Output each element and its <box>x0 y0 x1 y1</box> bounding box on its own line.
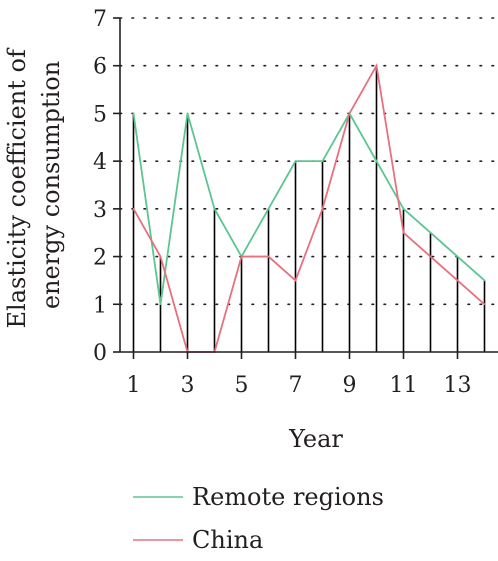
data-point-remote-regions-4 <box>213 207 216 210</box>
data-point-remote-regions-8 <box>321 160 324 163</box>
y-axis-label-line-1: Elasticity coefficient of <box>3 47 31 328</box>
x-tick-label-7: 7 <box>289 373 303 398</box>
y-tick-label-7: 7 <box>93 7 107 32</box>
data-point-china-2 <box>159 255 162 258</box>
data-point-china-8 <box>321 207 324 210</box>
y-tick-label-1: 1 <box>93 293 107 318</box>
y-axis-label-line-2: energy consumption <box>37 61 65 309</box>
data-point-remote-regions-7 <box>294 160 297 163</box>
x-tick-label-1: 1 <box>127 373 141 398</box>
data-point-china-6 <box>267 255 270 258</box>
y-axis-label: Elasticity coefficient of energy consump… <box>3 42 65 329</box>
stem-lines <box>132 65 486 352</box>
data-point-china-13 <box>456 279 459 282</box>
legend-label-remote-regions: Remote regions <box>192 483 384 511</box>
x-axis-label: Year <box>288 425 343 453</box>
x-tick-label-13: 13 <box>444 373 472 398</box>
data-point-china-7 <box>294 279 297 282</box>
data-point-remote-regions-1 <box>132 112 135 115</box>
data-point-china-11 <box>402 231 405 234</box>
legend-item-remote-regions: Remote regions <box>133 483 384 511</box>
data-point-remote-regions-11 <box>402 207 405 210</box>
data-point-remote-regions-13 <box>456 255 459 258</box>
data-point-remote-regions-10 <box>375 160 378 163</box>
x-tick-label-5: 5 <box>235 373 249 398</box>
axes <box>113 17 498 359</box>
data-point-china-5 <box>240 255 243 258</box>
data-point-remote-regions-6 <box>267 207 270 210</box>
legend-label-china: China <box>192 526 263 554</box>
legend-item-china: China <box>133 526 263 554</box>
y-tick-label-4: 4 <box>93 150 107 175</box>
y-tick-label-0: 0 <box>93 341 107 366</box>
legend: Remote regions China <box>133 483 384 554</box>
data-point-remote-regions-3 <box>186 112 189 115</box>
data-point-china-12 <box>429 255 432 258</box>
data-point-china-9 <box>348 112 351 115</box>
x-tick-label-9: 9 <box>343 373 357 398</box>
x-tick-label-11: 11 <box>390 373 418 398</box>
series-line-remote-regions <box>132 111 486 305</box>
y-tick-label-6: 6 <box>93 55 107 80</box>
data-point-remote-regions-12 <box>429 231 432 234</box>
y-tick-label-2: 2 <box>93 246 107 271</box>
y-tick-label-3: 3 <box>93 198 107 223</box>
data-point-remote-regions-2 <box>159 303 162 306</box>
data-point-china-14 <box>483 303 486 306</box>
y-tick-label-5: 5 <box>93 102 107 127</box>
data-point-china-10 <box>375 64 378 67</box>
data-point-china-1 <box>132 207 135 210</box>
x-tick-label-3: 3 <box>181 373 195 398</box>
data-point-remote-regions-14 <box>483 279 486 282</box>
